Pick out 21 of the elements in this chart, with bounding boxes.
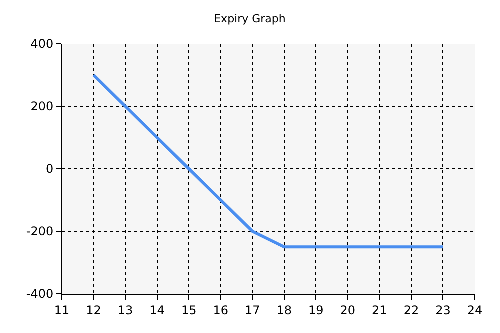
x-tick-label: 20	[340, 303, 356, 318]
x-tick-label: 24	[467, 303, 483, 318]
x-tick-label: 22	[404, 303, 420, 318]
y-tick-label: 200	[30, 100, 54, 114]
x-tick-label: 16	[213, 303, 228, 318]
x-tick-label: 13	[118, 303, 134, 318]
x-tick-label: 19	[308, 303, 324, 318]
x-tick-label: 18	[276, 303, 292, 318]
y-tick-label: -400	[26, 287, 54, 302]
line-series	[92, 74, 445, 249]
x-tick-label: 23	[436, 303, 451, 318]
y-tick-label: -200	[26, 224, 54, 239]
x-tick-label: 17	[244, 303, 260, 318]
x-tick-label: 14	[150, 303, 165, 318]
x-tick-label: 12	[86, 303, 102, 318]
y-tick-label: 0	[46, 162, 54, 176]
chart-title: Expiry Graph	[214, 12, 286, 26]
y-tick-label: 400	[30, 37, 54, 52]
x-tick-label: 15	[181, 303, 197, 318]
x-tick-label: 11	[54, 303, 70, 318]
x-tick-label: 21	[372, 303, 388, 318]
